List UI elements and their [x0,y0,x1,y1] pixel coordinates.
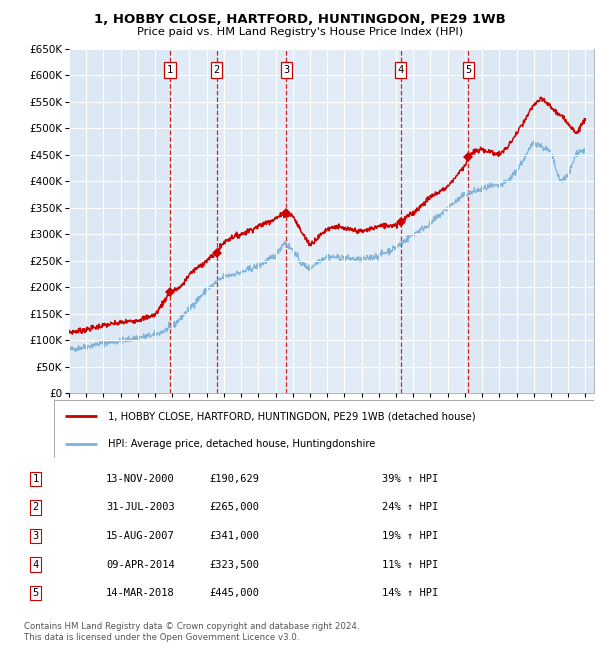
Text: £190,629: £190,629 [209,474,259,484]
Text: 5: 5 [32,588,38,598]
Bar [217,49,286,393]
Bar [401,49,469,393]
Text: 11% ↑ HPI: 11% ↑ HPI [382,560,439,569]
Text: 2: 2 [32,502,38,512]
Text: 4: 4 [398,65,404,75]
Text: 09-APR-2014: 09-APR-2014 [106,560,175,569]
Text: £445,000: £445,000 [209,588,259,598]
Text: £341,000: £341,000 [209,531,259,541]
Bar [286,49,401,393]
Text: £323,500: £323,500 [209,560,259,569]
Text: 1, HOBBY CLOSE, HARTFORD, HUNTINGDON, PE29 1WB (detached house): 1, HOBBY CLOSE, HARTFORD, HUNTINGDON, PE… [108,411,476,421]
Text: 31-JUL-2003: 31-JUL-2003 [106,502,175,512]
Text: 4: 4 [32,560,38,569]
Text: 3: 3 [32,531,38,541]
Text: 3: 3 [283,65,289,75]
Text: 19% ↑ HPI: 19% ↑ HPI [382,531,439,541]
Text: 2: 2 [214,65,220,75]
Text: 1: 1 [32,474,38,484]
Text: 14% ↑ HPI: 14% ↑ HPI [382,588,439,598]
Text: Price paid vs. HM Land Registry's House Price Index (HPI): Price paid vs. HM Land Registry's House … [137,27,463,37]
Text: 1: 1 [167,65,173,75]
Text: 39% ↑ HPI: 39% ↑ HPI [382,474,439,484]
Text: 15-AUG-2007: 15-AUG-2007 [106,531,175,541]
Bar [170,49,217,393]
Text: HPI: Average price, detached house, Huntingdonshire: HPI: Average price, detached house, Hunt… [108,439,376,448]
Text: 24% ↑ HPI: 24% ↑ HPI [382,502,439,512]
Text: 13-NOV-2000: 13-NOV-2000 [106,474,175,484]
Text: £265,000: £265,000 [209,502,259,512]
Text: Contains HM Land Registry data © Crown copyright and database right 2024.
This d: Contains HM Land Registry data © Crown c… [24,622,359,642]
Text: 1, HOBBY CLOSE, HARTFORD, HUNTINGDON, PE29 1WB: 1, HOBBY CLOSE, HARTFORD, HUNTINGDON, PE… [94,13,506,26]
FancyBboxPatch shape [54,400,594,458]
Text: 14-MAR-2018: 14-MAR-2018 [106,588,175,598]
Text: 5: 5 [465,65,472,75]
